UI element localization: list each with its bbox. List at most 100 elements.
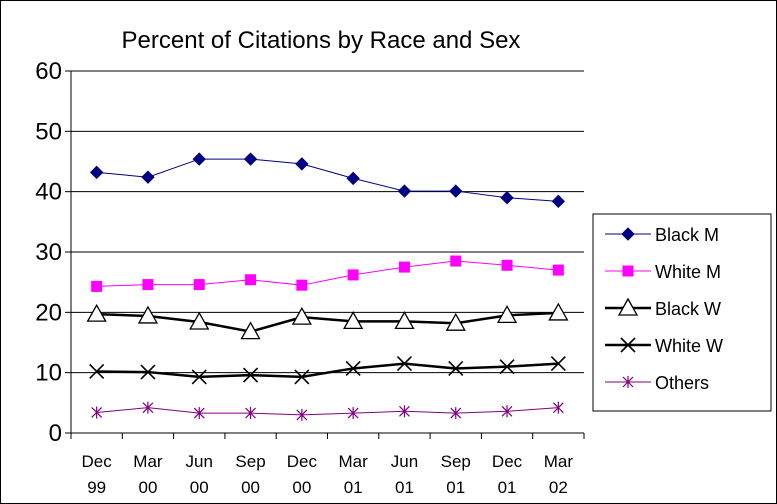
x-tick-label: Dec — [287, 452, 318, 471]
data-point — [245, 274, 257, 286]
data-point — [141, 170, 155, 184]
series-line — [96, 311, 559, 333]
data-point — [450, 255, 462, 267]
data-point — [343, 311, 364, 330]
data-point — [496, 305, 518, 324]
x-tick-label: Mar — [339, 452, 369, 471]
data-point — [191, 369, 207, 385]
series-line — [96, 260, 559, 287]
x-tick-label: Sep — [235, 452, 265, 471]
data-point — [396, 356, 413, 372]
legend-label: Others — [655, 373, 709, 393]
x-tick-label: 99 — [87, 478, 106, 497]
data-point — [142, 401, 154, 414]
x-tick-label: 00 — [138, 478, 157, 497]
series-black-m — [89, 152, 566, 209]
data-point — [142, 279, 154, 291]
x-tick-label: 01 — [446, 478, 465, 497]
data-point — [243, 152, 258, 166]
data-point — [397, 184, 412, 198]
data-point — [294, 369, 310, 385]
legend-item: Black W — [605, 297, 721, 319]
legend-marker — [617, 297, 639, 316]
legend-marker — [622, 376, 634, 388]
legend-item: White M — [605, 262, 721, 282]
x-tick-label: Dec — [82, 452, 113, 471]
series-white-m — [91, 255, 564, 292]
data-point — [89, 363, 105, 380]
legend-marker — [622, 265, 634, 277]
data-point — [394, 311, 415, 330]
x-tick-label: Jun — [186, 452, 213, 471]
data-point — [91, 280, 103, 292]
series-others — [91, 401, 564, 421]
data-point — [347, 407, 359, 420]
data-point — [501, 259, 513, 271]
y-tick-label: 20 — [35, 299, 62, 326]
data-point — [449, 184, 463, 198]
series-line — [96, 362, 559, 379]
data-point — [193, 279, 205, 291]
legend-label: Black W — [655, 299, 721, 319]
x-tick-label: Sep — [441, 452, 471, 471]
data-point — [140, 364, 156, 380]
series-white-w — [89, 356, 566, 385]
legend-label: Black M — [655, 225, 719, 245]
data-point — [245, 407, 256, 420]
series-black-w — [86, 302, 569, 340]
legend-item: Others — [605, 373, 709, 393]
data-point — [500, 190, 514, 205]
data-point — [89, 165, 104, 180]
data-point — [91, 406, 103, 419]
x-tick-label: Mar — [133, 452, 163, 471]
data-point — [291, 306, 312, 325]
chart-title: Percent of Citations by Race and Sex — [122, 27, 521, 54]
series-line — [96, 158, 559, 202]
data-point — [296, 408, 308, 421]
data-point — [450, 407, 462, 420]
data-point — [448, 360, 464, 377]
legend-item: Black M — [605, 225, 719, 245]
data-point — [346, 171, 360, 186]
y-tick-label: 60 — [35, 58, 62, 85]
x-tick-label: 01 — [498, 478, 517, 497]
data-point — [86, 303, 107, 322]
data-point — [551, 194, 566, 209]
data-point — [552, 264, 564, 276]
data-point — [193, 407, 205, 420]
data-point — [445, 312, 466, 331]
x-tick-label: 02 — [549, 478, 568, 497]
data-point — [552, 401, 564, 414]
data-point — [296, 279, 308, 291]
x-tick-label: 00 — [190, 478, 209, 497]
legend-label: White M — [655, 262, 721, 282]
x-tick-label: Dec — [492, 452, 523, 471]
y-tick-label: 40 — [35, 179, 62, 206]
data-point — [398, 261, 410, 273]
legend-item: White W — [605, 336, 723, 356]
data-point — [242, 367, 259, 383]
data-point — [137, 305, 159, 324]
data-point — [550, 356, 566, 372]
data-point — [499, 359, 515, 375]
x-tick-label: 01 — [395, 478, 414, 497]
data-point — [347, 269, 359, 281]
x-tick-label: 01 — [344, 478, 363, 497]
data-point — [548, 302, 569, 321]
y-tick-label: 10 — [35, 360, 62, 387]
legend-label: White W — [655, 336, 723, 356]
y-tick-label: 30 — [35, 239, 62, 266]
data-point — [345, 360, 361, 377]
data-point — [399, 405, 410, 418]
data-point — [501, 405, 513, 418]
x-tick-label: Mar — [544, 452, 574, 471]
x-tick-label: Jun — [391, 452, 418, 471]
series-line — [96, 407, 559, 416]
legend-marker — [620, 337, 636, 353]
data-point — [295, 157, 309, 171]
legend-marker — [621, 227, 635, 241]
data-point — [240, 321, 261, 340]
x-tick-label: 00 — [292, 478, 311, 497]
